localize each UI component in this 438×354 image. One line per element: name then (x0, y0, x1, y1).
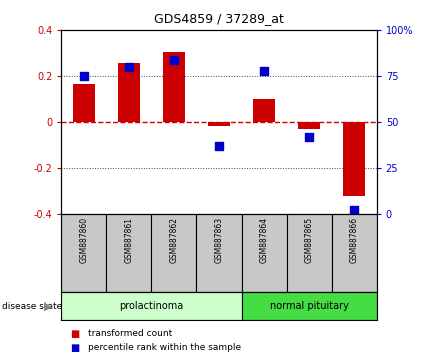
Bar (61, 292, 241, 320)
Text: GSM887866: GSM887866 (350, 217, 359, 263)
Point (306, 134, 313, 140)
Text: ■: ■ (70, 329, 79, 339)
Bar (208, 122, 230, 126)
Text: transformed count: transformed count (88, 329, 172, 338)
Text: disease state: disease state (2, 302, 63, 311)
Text: ■: ■ (70, 343, 79, 353)
Text: normal pituitary: normal pituitary (270, 301, 349, 311)
Bar (298, 122, 320, 129)
Point (351, 208, 358, 213)
Bar (253, 99, 276, 122)
Bar (106, 214, 152, 292)
Bar (343, 122, 365, 196)
Text: GSM887865: GSM887865 (304, 217, 314, 263)
Point (215, 143, 223, 149)
Bar (241, 292, 377, 320)
Text: percentile rank within the sample: percentile rank within the sample (88, 343, 241, 353)
Bar (61, 214, 106, 292)
Point (125, 64, 132, 70)
Bar (286, 214, 332, 292)
Bar (73, 84, 95, 122)
Text: GSM887864: GSM887864 (260, 217, 268, 263)
Text: GSM887862: GSM887862 (170, 217, 178, 263)
Text: ▶: ▶ (44, 301, 53, 311)
Text: GSM887863: GSM887863 (215, 217, 223, 263)
Text: prolactinoma: prolactinoma (119, 301, 184, 311)
Point (261, 68, 268, 73)
Text: GDS4859 / 37289_at: GDS4859 / 37289_at (154, 12, 284, 25)
Text: GSM887861: GSM887861 (124, 217, 134, 263)
Point (170, 57, 177, 62)
Bar (241, 214, 286, 292)
Bar (152, 214, 197, 292)
Bar (197, 214, 241, 292)
Text: GSM887860: GSM887860 (79, 217, 88, 263)
Point (80, 73, 87, 79)
Bar (118, 63, 140, 122)
Bar (332, 214, 377, 292)
Bar (162, 52, 185, 122)
